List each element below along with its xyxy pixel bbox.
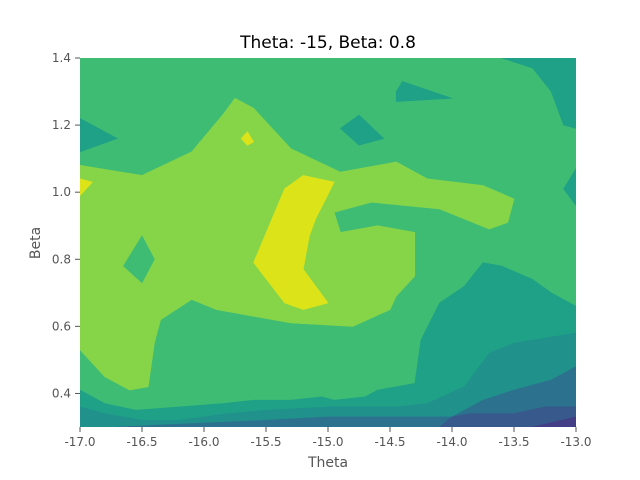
y-tick-label: 0.8: [52, 252, 71, 266]
x-tick-label: -15.5: [250, 435, 281, 449]
y-axis-label: Beta: [28, 227, 44, 259]
contour-region-level-5: [277, 58, 329, 82]
contour-region-level-4: [395, 81, 453, 102]
contour-region-level-3: [80, 332, 576, 427]
contour-regions: [80, 58, 576, 427]
y-tick-label: 1.0: [52, 185, 71, 199]
x-tick-label: -17.0: [64, 435, 95, 449]
contour-region-level-7: [253, 175, 335, 310]
contour-region-level-1: [439, 406, 576, 427]
contour-region-level-4: [563, 168, 576, 207]
contour-region-level-5: [123, 235, 155, 284]
contour-region-level-7: [80, 178, 93, 196]
x-tick-label: -13.5: [498, 435, 529, 449]
y-axis: 0.4 0.6 0.8 1.0 1.2 1.4: [52, 51, 80, 400]
x-axis: -17.0 -16.5 -16.0 -15.5 -15.0 -14.5 -14.0 -13.5…: [64, 427, 592, 449]
y-tick-label: 0.4: [52, 386, 71, 400]
y-tick-label: 1.2: [52, 118, 71, 132]
x-tick-label: -16.0: [188, 435, 219, 449]
contour-region-level-0: [532, 416, 576, 427]
x-tick-label: -14.0: [436, 435, 467, 449]
contour-region-level-2: [117, 366, 576, 427]
y-tick-label: 1.4: [52, 51, 71, 65]
x-tick-label: -15.0: [312, 435, 343, 449]
contour-region-level-7: [240, 131, 255, 146]
chart-title: Theta: -15, Beta: 0.8: [239, 33, 416, 53]
contour-region-level-4: [80, 262, 576, 427]
x-tick-label: -13.0: [560, 435, 591, 449]
contour-region-level-4: [339, 114, 385, 146]
contour-region-level-4: [80, 118, 118, 153]
x-axis-label: Theta: [307, 455, 348, 471]
x-tick-label: -16.5: [126, 435, 157, 449]
y-tick-label: 0.6: [52, 319, 71, 333]
contour-region-level-4: [501, 58, 576, 129]
x-tick-label: -14.5: [374, 435, 405, 449]
